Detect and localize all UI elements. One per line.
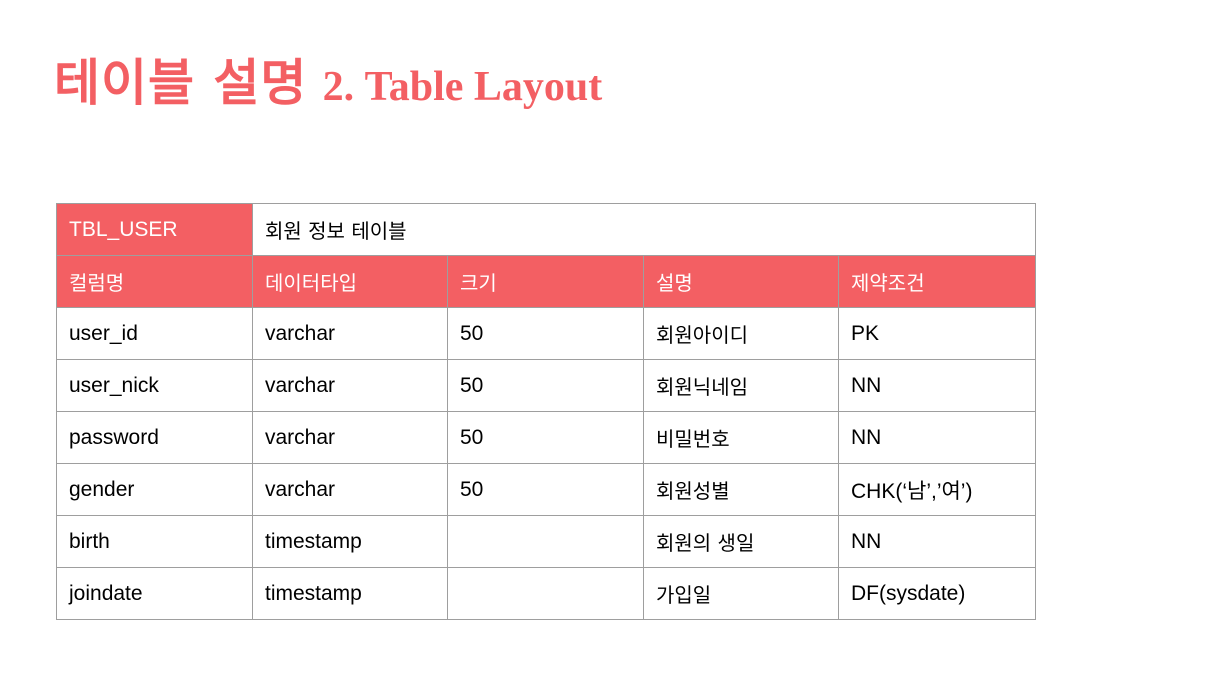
cell-size: 50 <box>447 411 644 464</box>
cell-description: 회원아이디 <box>643 307 839 360</box>
cell-column-name: password <box>56 411 253 464</box>
slide-title: 테이블 설명 2. Table Layout <box>54 58 602 108</box>
title-korean: 테이블 설명 <box>54 54 308 112</box>
cell-constraint: DF(sysdate) <box>837 567 1037 620</box>
cell-size <box>447 567 644 620</box>
column-header-size: 크기 <box>447 255 644 308</box>
cell-datatype: varchar <box>252 359 448 412</box>
cell-constraint: NN <box>837 515 1037 568</box>
cell-constraint: NN <box>837 411 1037 464</box>
cell-column-name: joindate <box>56 567 253 620</box>
cell-column-name: birth <box>56 515 253 568</box>
cell-size: 50 <box>447 307 644 360</box>
cell-datatype: varchar <box>252 307 448 360</box>
table-name-cell: TBL_USER <box>56 203 253 256</box>
title-english: 2. Table Layout <box>322 64 603 110</box>
cell-constraint: CHK(‘남’,’여’) <box>837 463 1037 516</box>
column-header-description: 설명 <box>643 255 839 308</box>
cell-datatype: varchar <box>252 463 448 516</box>
cell-constraint: NN <box>837 359 1037 412</box>
table-row: user_nick varchar 50 회원닉네임 NN <box>56 359 1037 412</box>
cell-description: 비밀번호 <box>643 411 839 464</box>
cell-description: 회원의 생일 <box>643 515 839 568</box>
cell-size: 50 <box>447 359 644 412</box>
cell-datatype: varchar <box>252 411 448 464</box>
cell-column-name: user_id <box>56 307 253 360</box>
table-row: gender varchar 50 회원성별 CHK(‘남’,’여’) <box>56 463 1037 516</box>
table-row: password varchar 50 비밀번호 NN <box>56 411 1037 464</box>
table-row: joindate timestamp 가입일 DF(sysdate) <box>56 567 1037 620</box>
table-row: birth timestamp 회원의 생일 NN <box>56 515 1037 568</box>
column-header-constraint: 제약조건 <box>837 255 1037 308</box>
table-description-cell: 회원 정보 테이블 <box>251 203 1037 256</box>
cell-size: 50 <box>447 463 644 516</box>
table-layout: TBL_USER 회원 정보 테이블 컬럼명 데이터타입 크기 설명 제약조건 … <box>56 203 1037 620</box>
cell-description: 회원닉네임 <box>643 359 839 412</box>
cell-description: 회원성별 <box>643 463 839 516</box>
cell-column-name: user_nick <box>56 359 253 412</box>
table-name-row: TBL_USER 회원 정보 테이블 <box>56 203 1037 256</box>
cell-constraint: PK <box>837 307 1037 360</box>
cell-column-name: gender <box>56 463 253 516</box>
table-row: user_id varchar 50 회원아이디 PK <box>56 307 1037 360</box>
cell-datatype: timestamp <box>252 515 448 568</box>
column-header-name: 컬럼명 <box>56 255 253 308</box>
column-header-datatype: 데이터타입 <box>252 255 448 308</box>
column-header-row: 컬럼명 데이터타입 크기 설명 제약조건 <box>56 255 1037 308</box>
cell-size <box>447 515 644 568</box>
cell-datatype: timestamp <box>252 567 448 620</box>
cell-description: 가입일 <box>643 567 839 620</box>
